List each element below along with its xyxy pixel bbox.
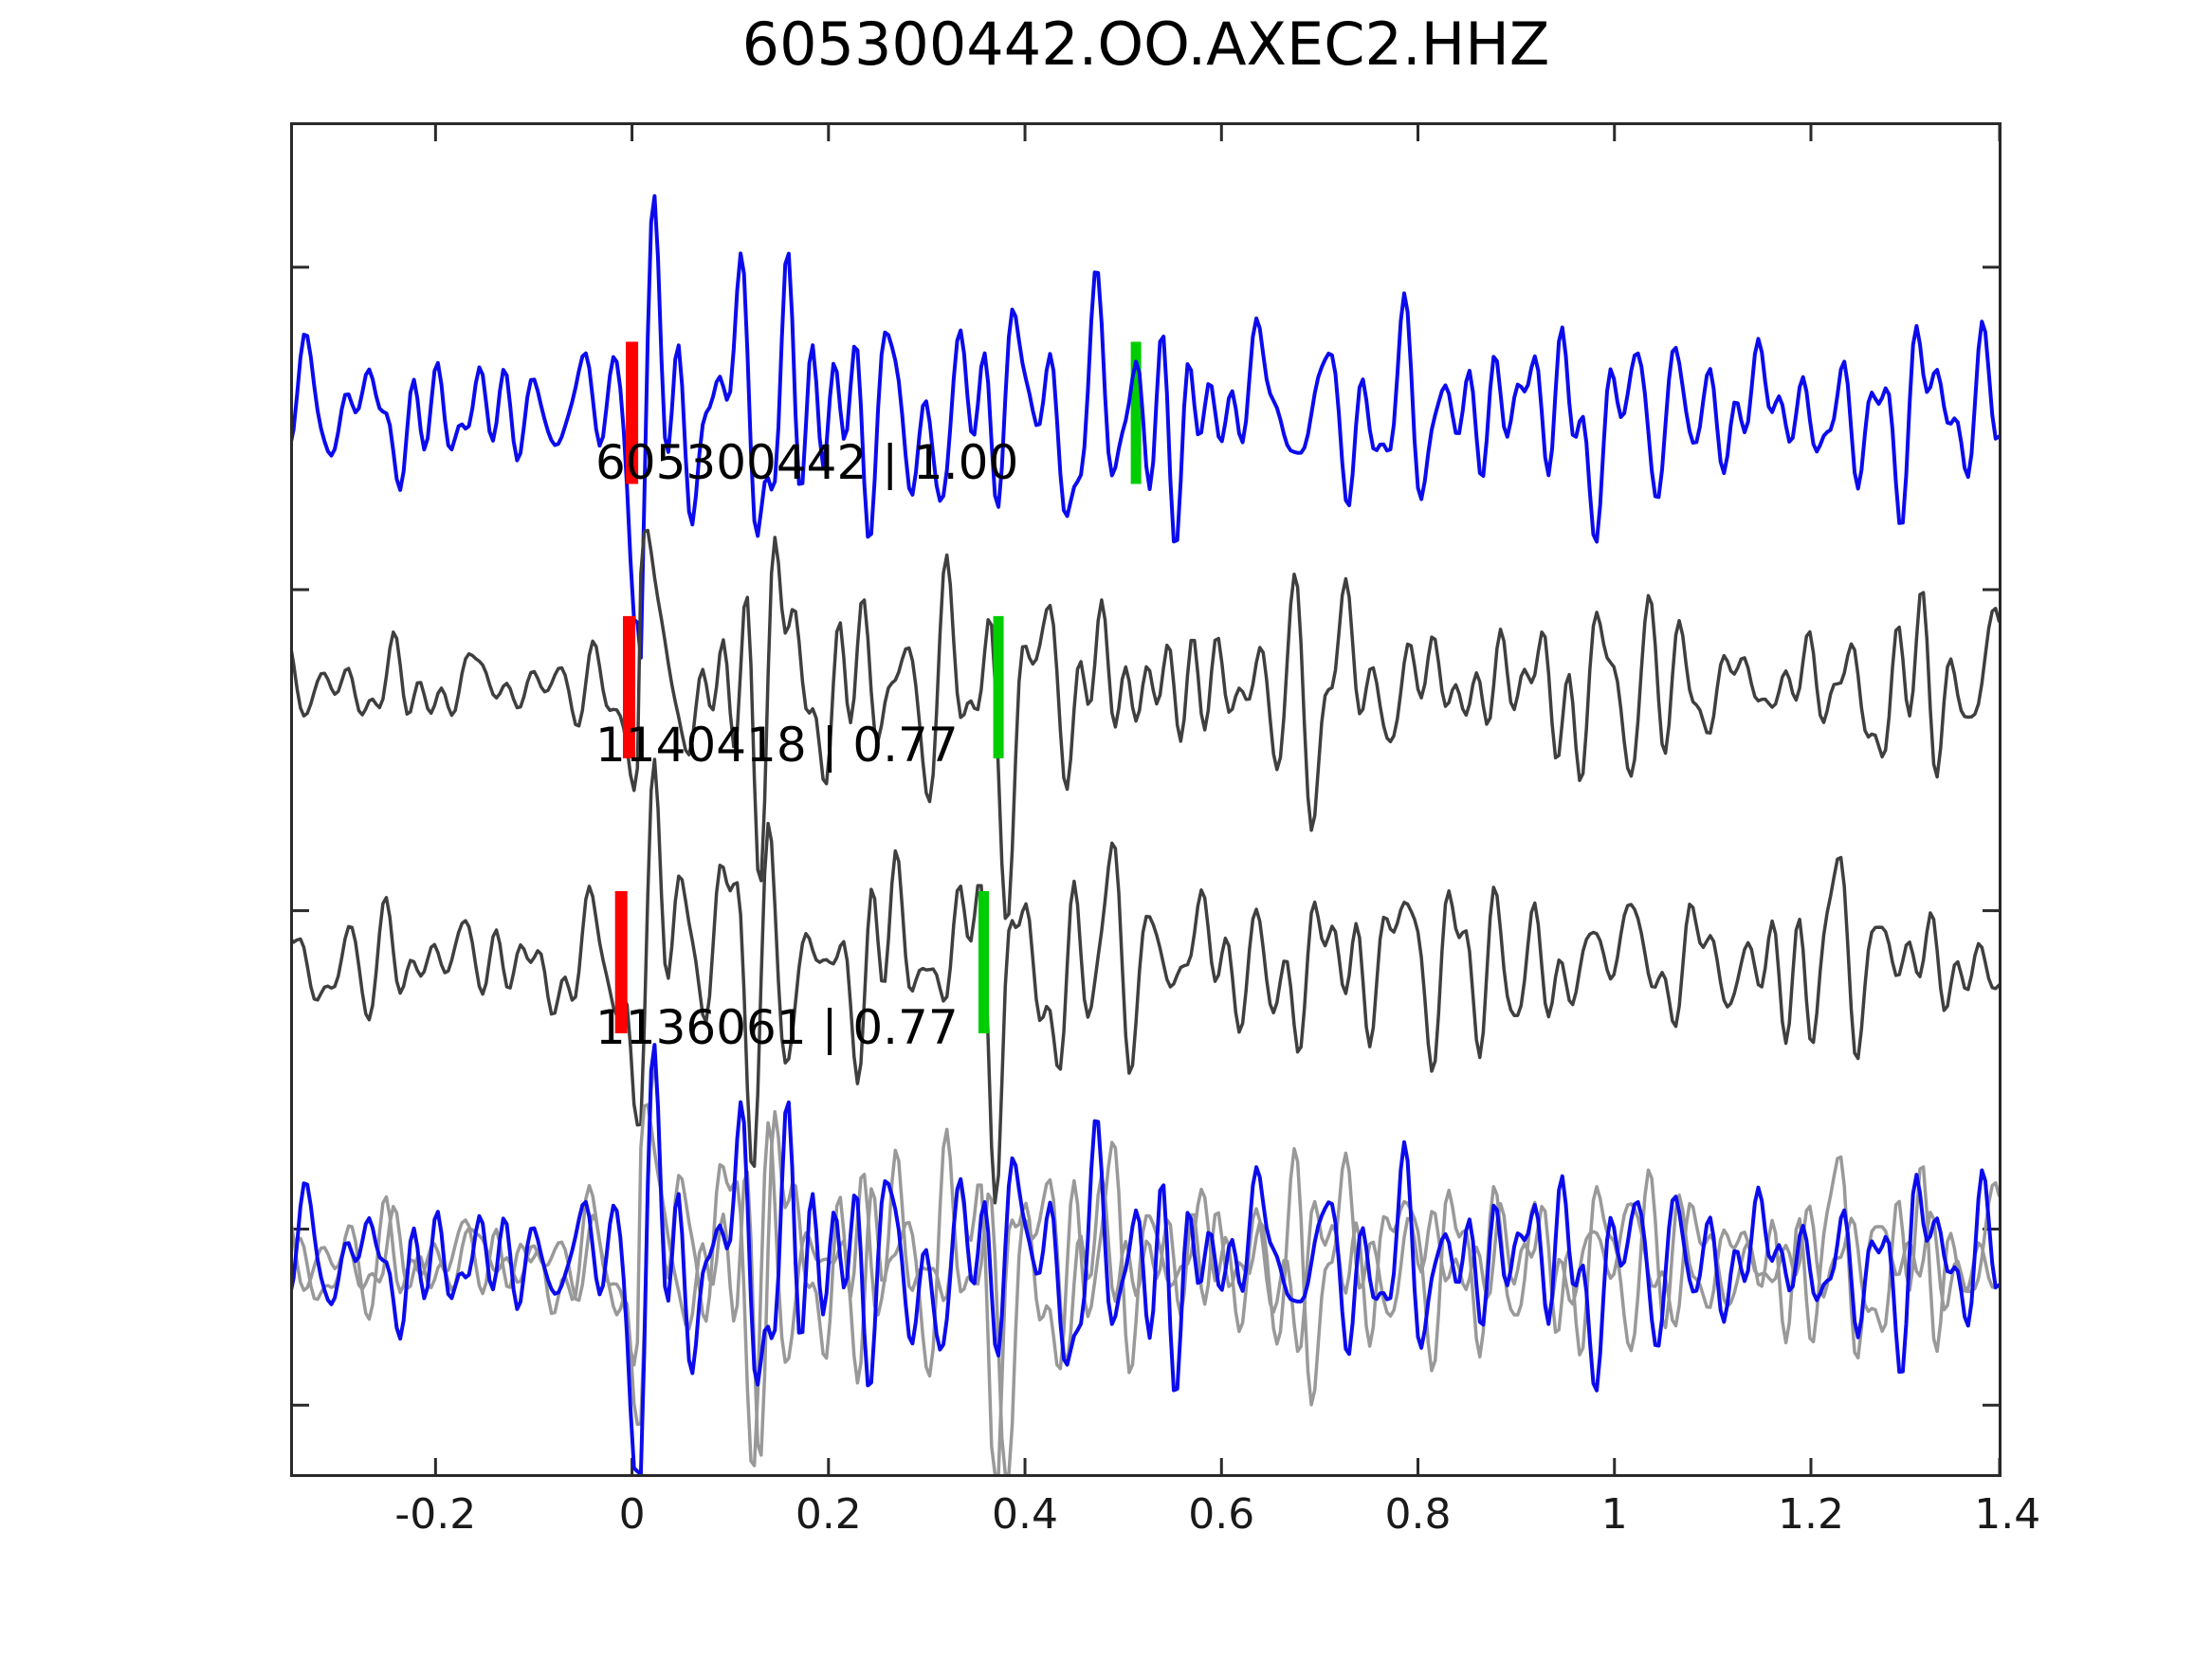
- chart-title: 605300442.OO.AXEC2.HHZ: [741, 9, 1550, 79]
- x-tick-label-0.6: 0.6: [1188, 1490, 1255, 1539]
- x-tick-label-0.8: 0.8: [1384, 1490, 1452, 1539]
- x-tick-label-1.2: 1.2: [1777, 1490, 1844, 1539]
- x-tick-label-0.2: 0.2: [795, 1490, 862, 1539]
- x-tick-label-0: 0: [618, 1490, 646, 1539]
- x-tick-label--0.2: -0.2: [394, 1490, 477, 1539]
- x-tick-label-1.4: 1.4: [1974, 1490, 2041, 1539]
- x-tick-label-1: 1: [1600, 1490, 1628, 1539]
- overlay-trace-605300442: [290, 1043, 2002, 1476]
- plot-area: 605300442 | 1.00 1140418 | 0.77 1136061 …: [290, 122, 2002, 1477]
- x-tick-label-0.4: 0.4: [992, 1490, 1059, 1539]
- trace-1140418: [290, 528, 2002, 921]
- trace-label-1140418: 1140418 | 0.77: [595, 718, 959, 773]
- trace-605300442: [290, 193, 2002, 660]
- waveform-plot: [290, 122, 2002, 1477]
- plot-border: [290, 122, 2002, 1477]
- trace-1136061: [290, 757, 2002, 1205]
- trace-label-1136061: 1136061 | 0.77: [595, 1000, 959, 1055]
- trace-label-605300442: 605300442 | 1.00: [595, 435, 1019, 490]
